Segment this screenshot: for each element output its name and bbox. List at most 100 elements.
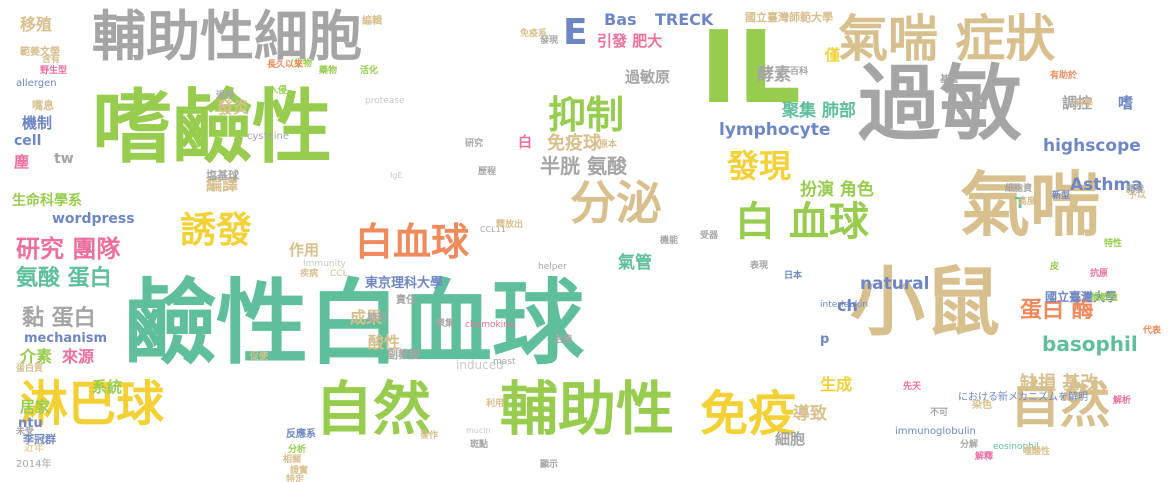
cloud-word: 百科 [790, 68, 808, 77]
cloud-word: 編輯 [362, 17, 382, 27]
cloud-word: 歷程 [478, 168, 496, 177]
cloud-word: 有助於 [1050, 72, 1077, 81]
cloud-word: 嗜鹼性 [92, 88, 332, 168]
cloud-word: 先天 [903, 383, 921, 392]
cloud-word: protease [365, 97, 405, 106]
cloud-word: lymphocyte [719, 122, 830, 139]
cloud-word: 蛋白質 [16, 365, 43, 374]
cloud-word: Bas [604, 12, 637, 28]
cloud-word: 系統 [92, 380, 122, 395]
cloud-word: 導致 [793, 406, 827, 423]
cloud-word: 白 血球 [735, 202, 869, 242]
cloud-word: 來源 [62, 349, 94, 365]
cloud-word: 黏 蛋白 [22, 308, 96, 330]
cloud-word: 促使 [250, 353, 268, 362]
cloud-word: 抗原 [1090, 270, 1108, 279]
cloud-word: chemokine [465, 321, 514, 330]
cloud-word: 研究 團隊 [16, 237, 120, 261]
cloud-word: 染色 [972, 401, 992, 411]
cloud-word: 治療 [554, 336, 572, 345]
cloud-word: 近年 [24, 444, 44, 454]
cloud-word: 反應系 [286, 430, 316, 440]
cloud-word: 氣喘 症狀 [838, 14, 1055, 64]
cloud-word: 缺損 基改 [1020, 375, 1098, 393]
cloud-word: 移殖 [20, 17, 52, 33]
cloud-word: CCL [330, 270, 348, 279]
cloud-word: 氨酸 蛋白 [16, 268, 112, 290]
cloud-word: 入侵 [269, 87, 287, 96]
cloud-word: tw [54, 152, 74, 166]
cloud-word: 僅 [825, 48, 840, 63]
cloud-word: 解釋 [975, 453, 993, 462]
cloud-word: 原本 [599, 141, 617, 150]
cloud-word: 半胱 氨酸 [540, 156, 627, 176]
cloud-word: 自然 [315, 380, 431, 438]
cloud-word: 塩基球 [206, 170, 239, 181]
cloud-word: 輔助性 [500, 380, 674, 438]
cloud-word: 表現 [750, 262, 768, 271]
cloud-word: 過敏性 [1091, 294, 1118, 303]
cloud-word: 嘴息 [32, 100, 54, 111]
cloud-word: 發作 [420, 432, 438, 441]
cloud-word: 作用 [289, 243, 319, 258]
cloud-word: 副教授 [387, 349, 420, 360]
cloud-word: 高度 [1018, 198, 1036, 207]
cloud-word: 皮 [1050, 263, 1059, 272]
cloud-word: 開發 [1126, 186, 1144, 195]
cloud-word: 白 [518, 136, 532, 150]
cloud-word: natural [860, 276, 930, 293]
cloud-word: 扮演 角色 [800, 182, 874, 199]
cloud-word: 介素 [20, 349, 52, 365]
cloud-word: 疾病 [300, 270, 318, 279]
cloud-word: 分泌 [570, 180, 662, 226]
cloud-word: cysteine [247, 132, 289, 142]
cloud-word: 噬酸性 [1023, 448, 1050, 457]
cloud-word: highscope [1043, 138, 1141, 155]
cloud-word: 細胞 [775, 432, 805, 447]
cloud-word: 藥物 [319, 67, 337, 76]
cloud-word: mucin [466, 427, 491, 435]
cloud-word: 機能 [660, 237, 678, 246]
cloud-word: 白血球 [355, 223, 469, 261]
cloud-word: 國立臺灣師範大學 [745, 12, 833, 23]
cloud-word: 酵素 [757, 67, 791, 84]
cloud-word: IgE [390, 172, 403, 180]
cloud-word: 含有 [42, 56, 60, 65]
cloud-word: interleukin [820, 301, 868, 310]
cloud-word: 細胞資 [1005, 185, 1032, 194]
cloud-word: 居家 [20, 400, 50, 415]
cloud-word: 分解 [960, 441, 978, 450]
cloud-word: p [820, 333, 829, 346]
cloud-word: 發現 [727, 150, 791, 182]
cloud-word: allergen [16, 79, 57, 89]
cloud-word: 抑制 [548, 96, 624, 134]
cloud-word: 聚集 肺部 [782, 103, 856, 120]
cloud-word: 未受 [16, 428, 34, 437]
cloud-word: 免疫球 [547, 135, 601, 153]
cloud-word: 機制 [22, 116, 52, 131]
cloud-word: 新型 [1052, 192, 1070, 201]
cloud-word: 氣管 [618, 255, 652, 272]
cloud-word: 顯示 [540, 461, 558, 470]
cloud-word: 斑點 [470, 441, 488, 450]
cloud-word: 特定 [286, 476, 304, 482]
cloud-word: 釋放出 [496, 221, 523, 230]
cloud-word: 免疫系 [520, 30, 547, 39]
cloud-word: basophil [1042, 334, 1138, 354]
cloud-word: 引發 肥大 [597, 34, 662, 49]
cloud-word: 生成 [820, 377, 852, 393]
cloud-word: 研究 [465, 140, 483, 149]
cloud-word: 受器 [700, 232, 718, 241]
cloud-word: mast [493, 358, 516, 367]
cloud-word: 相關 [283, 456, 301, 465]
cloud-word: 日本 [784, 272, 802, 281]
cloud-word: 過敏原 [625, 70, 670, 85]
cloud-word: TRECK [655, 12, 713, 28]
cloud-word: 塵 [14, 155, 29, 170]
cloud-word: wordpress [52, 212, 135, 226]
cloud-word: 利用 [486, 400, 504, 409]
cloud-word: helper [538, 263, 567, 272]
cloud-word: 2014年 [16, 460, 51, 470]
cloud-word: E [563, 15, 588, 51]
